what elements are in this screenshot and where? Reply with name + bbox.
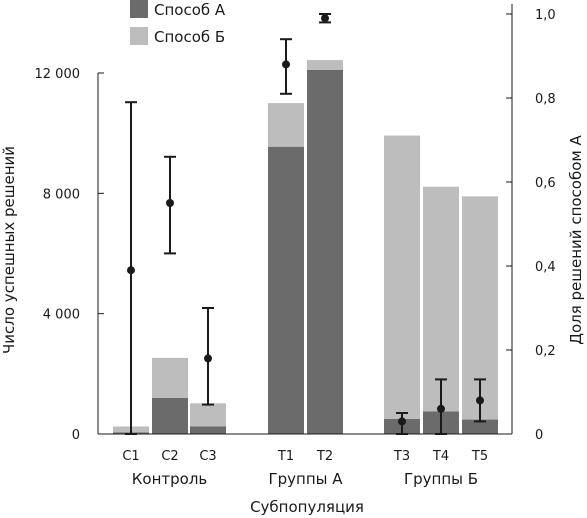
group-label: Группы Б [404,470,478,488]
x-tick-label: Т5 [471,449,488,464]
y2-tick-label: 0,6 [535,176,556,191]
y2-tick-label: 0,4 [535,260,556,275]
x-tick-label: С2 [161,449,178,464]
labels: 0 4 000 8 000 12 000 0 0,2 0,4 0,6 0,8 1,0 С1 С2 С3 Т… [0,8,585,516]
legend: Способ А Способ Б [130,0,226,46]
axes [97,4,513,435]
bar-segment [152,397,188,434]
proportion-point [282,60,290,69]
proportion-point [321,14,329,23]
y-tick-label: 12 000 [35,67,81,82]
y2-tick-label: 0,8 [535,92,556,107]
bar-segment [152,357,188,398]
x-tick-label: Т2 [316,449,333,464]
bar-segment [268,103,304,147]
bar-segment [307,60,343,70]
legend-swatch [130,27,148,45]
error-bars [125,13,486,435]
legend-swatch [130,0,148,18]
bar-segment [190,403,226,427]
legend-label: Способ Б [154,28,225,46]
x-tick-label: С1 [122,449,139,464]
y2-tick-label: 0,2 [535,344,556,359]
proportion-point [127,266,135,275]
x-axis-title: Субпопуляция [250,498,364,516]
y2-tick-label: 1,0 [535,8,556,23]
bar-segment [423,186,459,412]
y-tick-label: 4 000 [43,308,80,323]
y2-tick-label: 0 [535,428,543,443]
proportion-point [166,199,174,207]
x-tick-label: С3 [199,449,216,464]
y-axis-title: Число успешных решений [0,146,18,354]
bar-segment [462,419,498,434]
bar-segment [268,146,304,434]
y2-axis-title: Доля решений способом А [567,135,585,345]
bar-segment [190,426,226,434]
proportion-point [398,417,406,426]
x-tick-label: Т1 [277,449,294,464]
proportion-point [204,354,212,363]
bar-segment [307,69,343,434]
x-tick-label: Т3 [393,449,410,464]
bar-segment [384,135,420,419]
y-tick-label: 8 000 [43,187,80,202]
group-label: Группы А [268,470,343,488]
group-label: Контроль [132,470,208,488]
y-tick-label: 0 [72,428,80,443]
proportion-point [437,404,445,413]
legend-label: Способ А [154,1,226,19]
proportion-point [476,396,484,405]
x-tick-label: Т4 [432,449,449,464]
